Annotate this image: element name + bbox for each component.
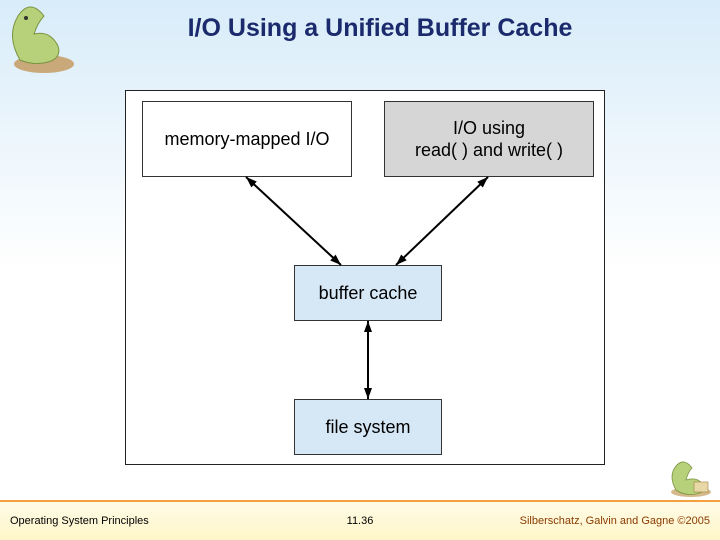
diagram-frame: memory-mapped I/OI/O usingread( ) and wr… [125, 90, 605, 465]
logo-bottom [664, 458, 714, 498]
footer-left: Operating System Principles [10, 515, 149, 527]
footer-center: 11.36 [347, 515, 374, 527]
edge-arrow [126, 91, 606, 466]
logo-top [0, 0, 80, 80]
footer-right: Silberschatz, Galvin and Gagne ©2005 [520, 515, 710, 527]
footer: Operating System Principles 11.36 Silber… [0, 500, 720, 540]
page-title: I/O Using a Unified Buffer Cache [100, 14, 660, 43]
